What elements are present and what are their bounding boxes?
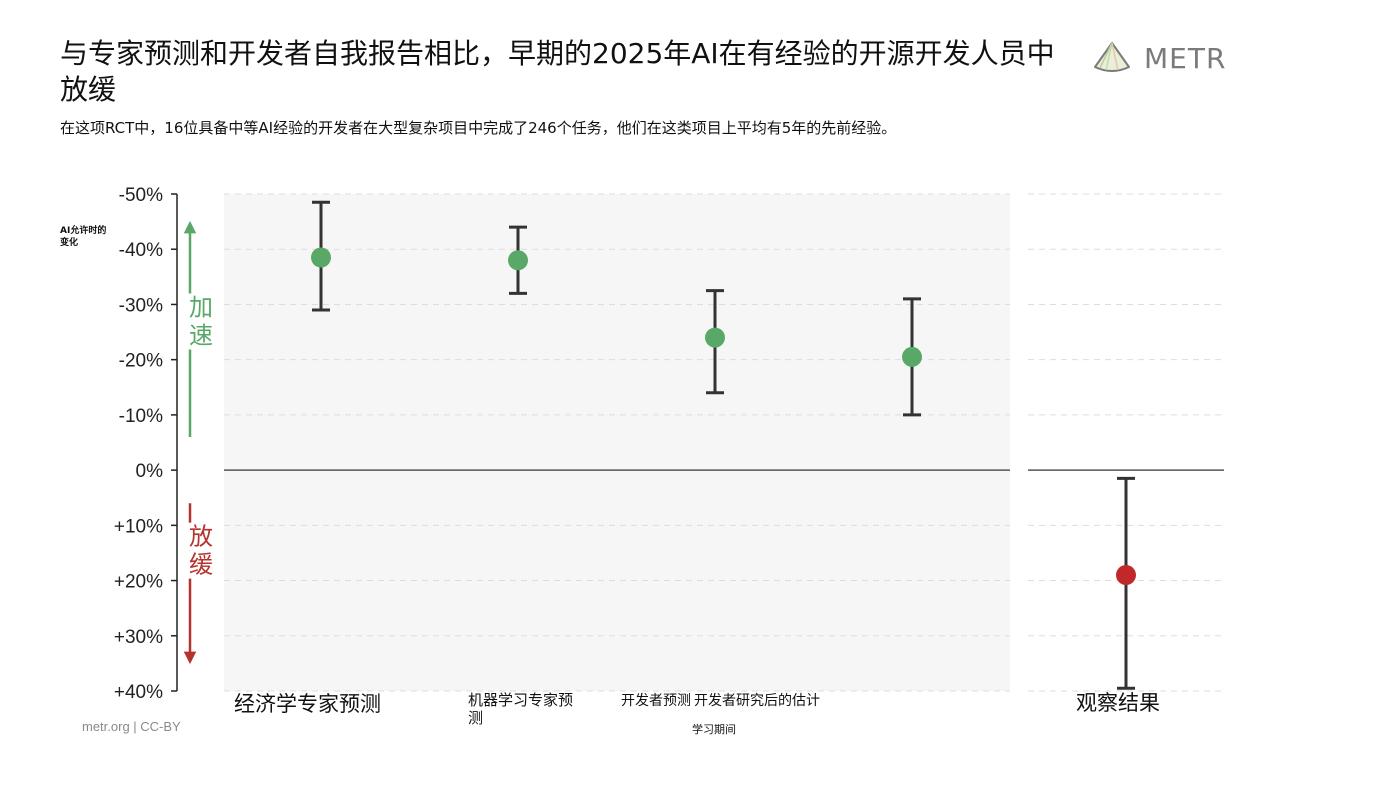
y-tick-label: -10% [119, 406, 163, 427]
category-label: 开发者预测 [621, 692, 691, 708]
y-tick-label: +40% [114, 682, 163, 703]
y-tick-label: -40% [119, 240, 163, 261]
speedup-label: 速 [189, 321, 213, 349]
metr-fan-logo-icon [1094, 42, 1130, 72]
y-tick-label: -50% [119, 185, 163, 206]
y-tick-label: +30% [114, 627, 163, 648]
metr-logo: METR [1092, 38, 1242, 78]
category-label: 经济学专家预测 [234, 693, 381, 716]
data-point [705, 327, 725, 348]
slowdown-label: 放 [189, 523, 213, 551]
slowdown-label: 缓 [189, 551, 213, 579]
speedup-label-bg [187, 293, 217, 322]
y-tick-label: -30% [119, 295, 163, 316]
slowdown-label-bg [187, 550, 217, 579]
y-tick-label: +10% [114, 516, 163, 537]
speedup-label-bg [187, 321, 217, 350]
metr-logo-text: METR [1144, 41, 1227, 75]
y-tick-label: -20% [119, 351, 163, 372]
data-point [508, 250, 528, 271]
data-point [1116, 565, 1136, 586]
category-label: 观察结果 [1076, 692, 1160, 715]
page-subtitle: 在这项RCT中，16位具备中等AI经验的开发者在大型复杂项目中完成了246个任务… [60, 119, 897, 137]
category-label: 开发者研究后的估计 [694, 692, 820, 708]
data-point [902, 346, 922, 367]
speedup-label: 加 [189, 293, 213, 321]
category-label: 机器学习专家预测 [468, 692, 574, 727]
group-label: 学习期间 [692, 724, 736, 736]
y-tick-label: +20% [114, 572, 163, 593]
page-title: 与专家预测和开发者自我报告相比，早期的2025年AI在有经验的开源开发人员中放缓 [60, 37, 1055, 106]
data-point [311, 247, 331, 268]
footer-credit: metr.org | CC-BY [82, 719, 181, 734]
y-axis-label: AI允许时的变化 [60, 226, 107, 248]
forecast-panel-background [224, 194, 1010, 691]
y-tick-label: 0% [136, 461, 164, 482]
slowdown-label-bg [187, 522, 217, 551]
